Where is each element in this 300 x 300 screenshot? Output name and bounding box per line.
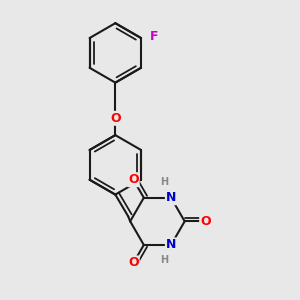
Text: H: H	[160, 255, 168, 265]
Text: O: O	[128, 256, 139, 269]
Text: N: N	[166, 191, 176, 204]
Text: O: O	[200, 215, 211, 228]
Text: F: F	[150, 30, 158, 43]
Text: N: N	[166, 238, 176, 251]
Text: O: O	[110, 112, 121, 125]
Text: O: O	[128, 173, 139, 186]
Text: H: H	[160, 178, 168, 188]
